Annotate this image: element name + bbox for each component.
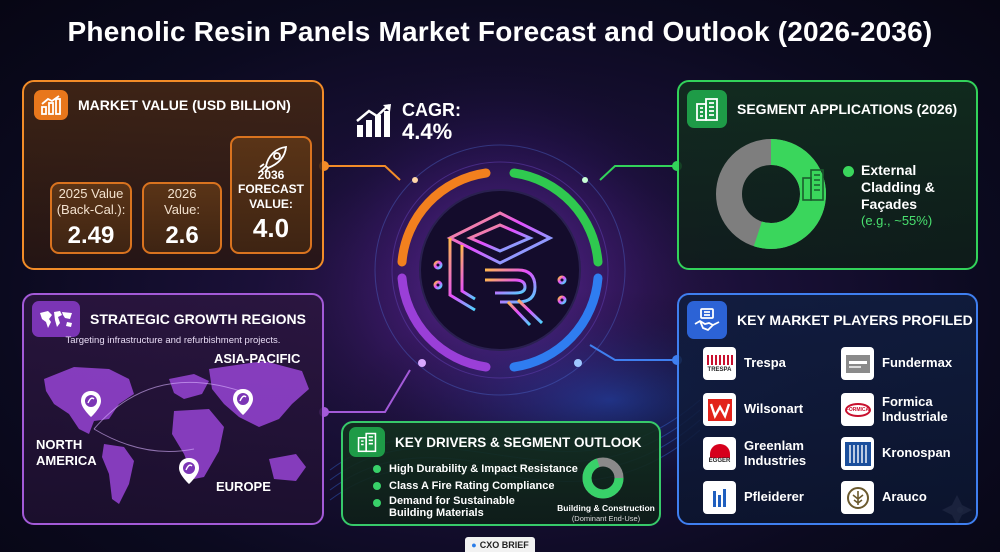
- footer-text: CXO BRIEF: [479, 539, 529, 550]
- rocket-icon: [256, 144, 290, 179]
- market-players-panel: KEY MARKET PLAYERS PROFILED TRESPA Tresp…: [677, 293, 978, 525]
- segment-donut: [716, 139, 826, 249]
- driver-item: Class A Fire Rating Compliance: [373, 478, 578, 495]
- value-number: 2.6: [165, 222, 199, 250]
- formica-logo-icon: FORMICA: [841, 393, 874, 426]
- value-box-2036: 2036 FORECAST VALUE: 4.0: [230, 136, 312, 254]
- value-label-sub: (Back-Cal.):: [56, 202, 126, 217]
- players-header: KEY MARKET PLAYERS PROFILED: [687, 301, 973, 339]
- legend-share: (e.g., ~55%): [861, 213, 933, 229]
- legend-dot: [843, 166, 854, 177]
- value-label-sub2: VALUE:: [249, 196, 293, 211]
- player-formica: FORMICA Formica Industriale: [841, 393, 948, 426]
- driver-item: High Durability & Impact Resistance: [373, 461, 578, 478]
- footer-badge: ● CXO BRIEF: [465, 537, 535, 552]
- location-pin-icon: [81, 391, 101, 417]
- player-kronospan: Kronospan: [841, 437, 951, 470]
- regions-subtitle: Targeting infrastructure and refurbishme…: [65, 335, 281, 346]
- player-fundermax: Fundermax: [841, 347, 952, 380]
- drivers-header: KEY DRIVERS & SEGMENT OUTLOOK: [349, 427, 642, 457]
- player-name: Formica: [882, 393, 933, 409]
- pfleiderer-logo-icon: [703, 481, 736, 514]
- page-title: Phenolic Resin Panels Market Forecast an…: [67, 16, 933, 47]
- building-icon: [802, 169, 824, 201]
- value-box-2025: 2025 Value (Back-Cal.): 2.49: [50, 182, 132, 254]
- donut-sublabel: (Dominant End-Use): [571, 514, 641, 523]
- player-trespa: TRESPA Trespa: [703, 347, 786, 380]
- drivers-list: High Durability & Impact Resistance Clas…: [373, 461, 578, 519]
- legend-label-2: Cladding &: [861, 179, 935, 196]
- players-heading: KEY MARKET PLAYERS PROFILED: [737, 312, 973, 328]
- cagr-value: 4.4%: [402, 118, 453, 144]
- market-value-panel: MARKET VALUE (USD BILLION) 2025 Value (B…: [22, 80, 324, 270]
- resin-cube-icon: [433, 211, 567, 327]
- cagr-label: CAGR:: [402, 100, 461, 120]
- drivers-heading: KEY DRIVERS & SEGMENT OUTLOOK: [395, 434, 642, 450]
- value-number: 4.0: [252, 213, 290, 243]
- end-use-donut: [582, 457, 624, 499]
- player-greenlam: EGGER Greenlam Industries: [703, 437, 806, 470]
- segment-heading: SEGMENT APPLICATIONS (2026): [737, 101, 958, 117]
- value-label-sub: FORECAST: [238, 182, 304, 197]
- handshake-icon: [687, 301, 727, 339]
- regions-heading: STRATEGIC GROWTH REGIONS: [90, 311, 306, 327]
- value-label: 2026: [167, 185, 197, 201]
- segment-header: SEGMENT APPLICATIONS (2026): [687, 90, 957, 128]
- market-value-header: MARKET VALUE (USD BILLION): [34, 90, 291, 120]
- region-north-america: NORTH AMERICA: [36, 437, 97, 468]
- player-wilsonart: Wilsonart: [703, 393, 803, 426]
- cagr-block: CAGR: 4.4%: [402, 101, 461, 143]
- value-label: 2036: [257, 167, 285, 182]
- building-icon: [349, 427, 385, 457]
- donut-share-slice: [716, 139, 826, 249]
- player-arauco: Arauco: [841, 481, 927, 514]
- kronospan-logo-icon: [841, 437, 874, 470]
- segment-legend: External Cladding & Façades (e.g., ~55%): [843, 162, 935, 229]
- trespa-logo-icon: TRESPA: [703, 347, 736, 380]
- location-pin-icon: [233, 389, 253, 415]
- fundermax-logo-icon: [841, 347, 874, 380]
- driver-item: Demand for Sustainable Building Material…: [373, 495, 578, 519]
- legend-label-3: Façades: [861, 196, 918, 213]
- region-europe: EUROPE: [216, 479, 271, 494]
- segment-applications-panel: SEGMENT APPLICATIONS (2026) External Cla…: [677, 80, 978, 270]
- player-name: Greenlam: [744, 437, 804, 453]
- key-drivers-panel: KEY DRIVERS & SEGMENT OUTLOOK High Durab…: [341, 421, 661, 526]
- value-number: 2.49: [67, 222, 115, 250]
- value-label-sub: Value:: [164, 202, 200, 217]
- world-map: [44, 361, 309, 504]
- region-asia-pacific: ASIA-PACIFIC: [214, 351, 301, 366]
- region-north-america-line2: AMERICA: [36, 452, 97, 468]
- value-label: 2025 Value: [58, 185, 124, 201]
- building-icon: [687, 90, 727, 128]
- growth-regions-panel: STRATEGIC GROWTH REGIONS Targeting infra…: [22, 293, 324, 525]
- region-north-america-line1: NORTH: [36, 437, 83, 452]
- market-value-heading: MARKET VALUE (USD BILLION): [78, 97, 291, 113]
- player-name-2: Industries: [744, 452, 807, 468]
- arauco-logo-icon: [841, 481, 874, 514]
- player-pfleiderer: Pfleiderer: [703, 481, 804, 514]
- egger-logo-icon: EGGER: [703, 437, 736, 470]
- world-map-icon: [32, 301, 80, 337]
- location-pin-icon: [179, 458, 199, 484]
- player-name-2: Industriale: [882, 408, 948, 424]
- bar-growth-icon: [34, 90, 68, 120]
- wilsonart-logo-icon: [703, 393, 736, 426]
- legend-label: External: [861, 162, 917, 178]
- regions-header: STRATEGIC GROWTH REGIONS: [32, 301, 306, 337]
- growth-chart-icon: [356, 104, 391, 137]
- donut-share-slice: [582, 457, 624, 499]
- donut-label: Building & Construction: [557, 503, 655, 513]
- value-box-2026: 2026 Value: 2.6: [142, 182, 222, 254]
